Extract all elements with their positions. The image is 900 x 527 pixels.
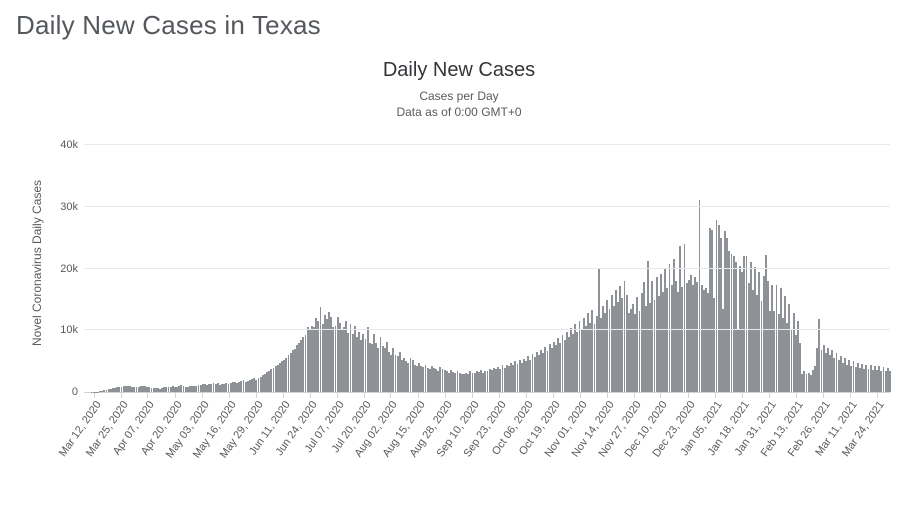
x-tick-mark	[147, 393, 148, 398]
x-tick-mark	[715, 393, 716, 398]
x-tick-mark	[310, 393, 311, 398]
x-tick-mark	[796, 393, 797, 398]
chart-subtitle: Cases per Day Data as of 0:00 GMT+0	[28, 88, 890, 120]
x-tick-mark	[175, 393, 176, 398]
chart-container: Daily New Cases Cases per Day Data as of…	[28, 59, 890, 503]
x-tick-mark	[472, 393, 473, 398]
page-title: Daily New Cases in Texas	[16, 10, 890, 41]
gridline	[84, 329, 890, 330]
y-tick-label: 40k	[60, 139, 78, 151]
x-tick-mark	[580, 393, 581, 398]
x-tick-mark	[94, 393, 95, 398]
x-tick-mark	[418, 393, 419, 398]
bar	[889, 371, 891, 392]
x-tick-mark	[553, 393, 554, 398]
chart-title: Daily New Cases	[28, 59, 890, 82]
x-tick-mark	[607, 393, 608, 398]
gridline	[84, 206, 890, 207]
x-tick-mark	[688, 393, 689, 398]
y-tick-label: 30k	[60, 201, 78, 213]
chart-bars	[84, 132, 890, 392]
x-tick-mark	[769, 393, 770, 398]
gridline	[84, 268, 890, 269]
x-tick-mark	[660, 393, 661, 398]
x-tick-mark	[390, 393, 391, 398]
x-tick-mark	[202, 393, 203, 398]
x-tick-mark	[850, 393, 851, 398]
y-axis-label: Novel Coronavirus Daily Cases	[28, 132, 44, 393]
x-tick-mark	[499, 393, 500, 398]
gridline	[84, 144, 890, 145]
x-tick-mark	[742, 393, 743, 398]
x-axis-ticks: Mar 12, 2020Mar 25, 2020Apr 07, 2020Apr …	[80, 393, 890, 503]
chart-plot-area	[84, 132, 890, 393]
x-tick-mark	[121, 393, 122, 398]
x-tick-mark	[823, 393, 824, 398]
chart-subtitle-line2: Data as of 0:00 GMT+0	[396, 105, 521, 119]
y-tick-label: 0	[72, 386, 78, 398]
y-tick-label: 10k	[60, 324, 78, 336]
y-tick-label: 20k	[60, 263, 78, 275]
x-tick-mark	[526, 393, 527, 398]
chart-subtitle-line1: Cases per Day	[419, 89, 498, 103]
y-axis-ticks: 010k20k30k40k	[44, 132, 84, 392]
x-tick-mark	[229, 393, 230, 398]
x-tick-mark	[337, 393, 338, 398]
x-tick-mark	[283, 393, 284, 398]
x-tick-mark	[445, 393, 446, 398]
x-tick-mark	[364, 393, 365, 398]
x-tick-mark	[877, 393, 878, 398]
x-tick-mark	[256, 393, 257, 398]
x-tick-mark	[634, 393, 635, 398]
